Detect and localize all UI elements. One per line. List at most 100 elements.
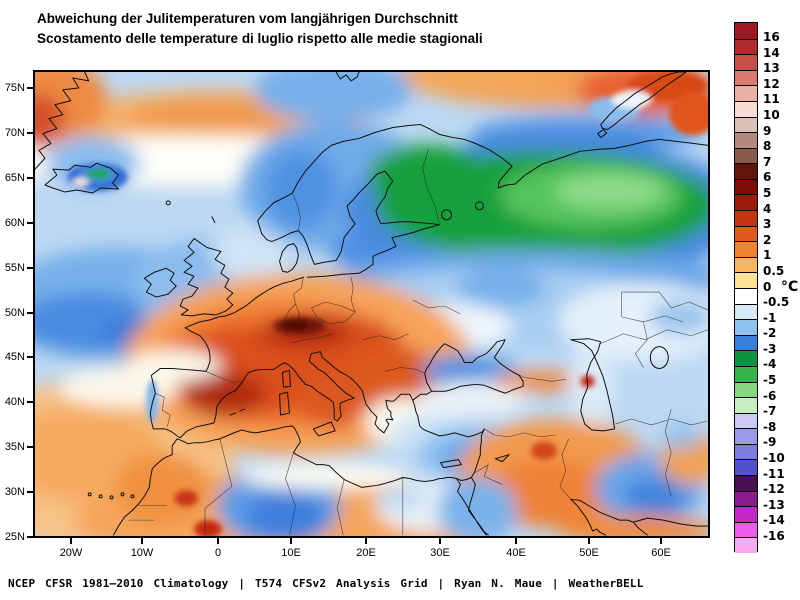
colorbar-label-3: 3 — [763, 217, 772, 232]
map-plot-area — [33, 70, 710, 538]
colorbar-cell — [735, 272, 757, 289]
lon-tick-mark-10E — [290, 538, 292, 544]
colorbar-label-11: 11 — [763, 92, 780, 107]
map-title-italian: Scostamento delle temperature di luglio … — [37, 31, 483, 46]
lat-label-55N: 55N — [4, 262, 25, 274]
colorbar-cell — [735, 85, 757, 102]
lon-label-10E: 10E — [281, 547, 301, 559]
colorbar-cell — [735, 147, 757, 164]
anomaly-field-small — [67, 72, 708, 536]
lon-label-20E: 20E — [356, 547, 376, 559]
colorbar-cell — [735, 256, 757, 273]
colorbar-cell — [735, 23, 757, 40]
colorbar-cell — [735, 241, 757, 258]
colorbar-label-5: 5 — [763, 185, 772, 200]
attribution-footer: NCEP CFSR 1981–2010 Climatology | T574 C… — [8, 577, 644, 590]
colorbar-label--13: -13 — [763, 497, 785, 512]
colorbar-cell — [735, 132, 757, 149]
colorbar-label-2: 2 — [763, 232, 772, 247]
lat-label-60N: 60N — [4, 217, 25, 229]
colorbar-label--1: -1 — [763, 310, 777, 325]
colorbar-label-8: 8 — [763, 139, 772, 154]
lon-label-50E: 50E — [579, 547, 599, 559]
lat-tick-mark-35N — [27, 446, 33, 448]
colorbar-cell — [735, 506, 757, 523]
coastlines — [35, 72, 708, 536]
map-title-german: Abweichung der Julitemperaturen vom lang… — [37, 11, 458, 26]
lat-label-70N: 70N — [4, 127, 25, 139]
colorbar-label-0: 0 — [763, 279, 772, 294]
colorbar-cell — [735, 319, 757, 336]
colorbar-cell — [735, 163, 757, 180]
lat-tick-mark-55N — [27, 267, 33, 269]
colorbar-label-12: 12 — [763, 76, 780, 91]
lon-tick-mark-30E — [439, 538, 441, 544]
colorbar-label--14: -14 — [763, 513, 785, 528]
colorbar-cell — [735, 54, 757, 71]
colorbar-unit: °C — [781, 279, 799, 295]
colorbar-cell — [735, 350, 757, 367]
anomaly-map-svg — [35, 72, 708, 536]
colorbar-cell — [735, 381, 757, 398]
lon-tick-mark-0 — [217, 538, 219, 544]
colorbar-cell — [735, 288, 757, 305]
lon-tick-mark-60E — [660, 538, 662, 544]
lat-label-50N: 50N — [4, 307, 25, 319]
lon-label-60E: 60E — [651, 547, 671, 559]
lat-tick-mark-65N — [27, 177, 33, 179]
colorbar-label--11: -11 — [763, 466, 785, 481]
colorbar-label--3: -3 — [763, 341, 777, 356]
colorbar-cell — [735, 365, 757, 383]
lon-label-30E: 30E — [430, 547, 450, 559]
colorbar-cell — [735, 521, 757, 538]
colorbar-label--5: -5 — [763, 373, 777, 388]
colorbar-cell — [735, 194, 757, 211]
lon-label-10W: 10W — [130, 547, 154, 559]
lat-label-40N: 40N — [4, 396, 25, 408]
colorbar-cell — [735, 303, 757, 320]
colorbar-cell — [735, 38, 757, 55]
colorbar-label--10: -10 — [763, 450, 785, 465]
colorbar-cell — [735, 397, 757, 414]
colorbar-label-9: 9 — [763, 123, 772, 138]
colorbar-label-4: 4 — [763, 201, 772, 216]
colorbar-cell — [735, 412, 757, 429]
lon-tick-mark-50E — [588, 538, 590, 544]
country-borders — [128, 149, 708, 536]
lat-label-35N: 35N — [4, 441, 25, 453]
lat-tick-mark-45N — [27, 356, 33, 358]
colorbar — [734, 22, 758, 554]
colorbar-label--8: -8 — [763, 419, 777, 434]
lat-label-75N: 75N — [4, 82, 25, 94]
colorbar-label--9: -9 — [763, 435, 777, 450]
anomaly-field-large — [35, 72, 708, 536]
lon-tick-mark-10W — [141, 538, 143, 544]
colorbar-label-6: 6 — [763, 170, 772, 185]
colorbar-cell — [735, 100, 757, 118]
lon-tick-mark-40E — [515, 538, 517, 544]
colorbar-cell — [735, 475, 757, 492]
lon-label-0: 0 — [214, 547, 222, 559]
colorbar-cell — [735, 178, 757, 195]
colorbar-label-10: 10 — [763, 108, 780, 123]
colorbar-cell — [735, 459, 757, 476]
colorbar-cell — [735, 428, 757, 445]
colorbar-label-7: 7 — [763, 154, 772, 169]
lat-tick-mark-30N — [27, 491, 33, 493]
colorbar-label-1: 1 — [763, 248, 772, 263]
colorbar-label-13: 13 — [763, 61, 780, 76]
colorbar-label-14: 14 — [763, 45, 780, 60]
lat-tick-mark-50N — [27, 312, 33, 314]
lat-label-65N: 65N — [4, 172, 25, 184]
colorbar-label--7: -7 — [763, 404, 777, 419]
colorbar-cell — [735, 225, 757, 242]
lon-label-20W: 20W — [59, 547, 83, 559]
lat-tick-mark-75N — [27, 87, 33, 89]
lat-tick-mark-25N — [27, 536, 33, 538]
colorbar-label--12: -12 — [763, 482, 785, 497]
colorbar-label--6: -6 — [763, 388, 777, 403]
colorbar-cell — [735, 210, 757, 227]
colorbar-cell — [735, 443, 757, 460]
page-title: Abweichung der Julitemperaturen vom lang… — [37, 9, 483, 49]
